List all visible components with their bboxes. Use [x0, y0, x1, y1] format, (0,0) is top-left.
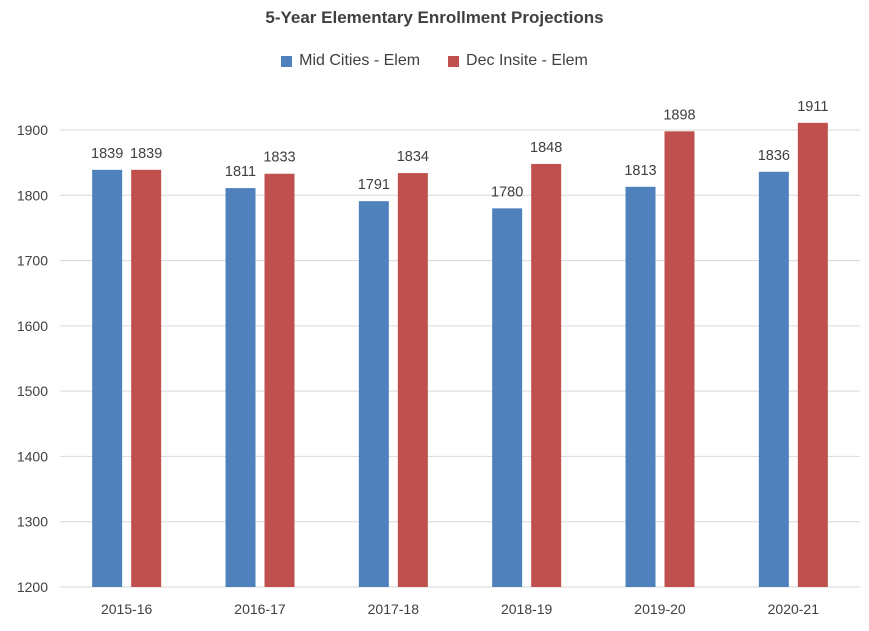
bar-dec-insite [664, 131, 695, 587]
legend-label-mid-cities: Mid Cities - Elem [299, 52, 421, 69]
data-label: 1839 [91, 146, 123, 162]
y-tick-label: 1200 [17, 579, 48, 595]
y-tick-label: 1700 [17, 253, 48, 269]
bar-mid-cities [92, 169, 123, 587]
legend-label-dec-insite: Dec Insite - Elem [466, 52, 588, 69]
bar-mid-cities [225, 188, 256, 587]
x-tick-label: 2015-16 [101, 601, 153, 617]
bar-dec-insite [797, 122, 828, 587]
y-tick-label: 1600 [17, 318, 48, 334]
chart-title: 5-Year Elementary Enrollment Projections [265, 8, 604, 27]
data-label: 1791 [358, 177, 390, 193]
legend-item-mid-cities: Mid Cities - Elem [281, 52, 420, 70]
x-tick-label: 2018-19 [501, 601, 553, 617]
x-tick-label: 2020-21 [768, 601, 820, 617]
data-label: 1833 [263, 150, 295, 166]
y-tick-label: 1400 [17, 448, 48, 464]
y-tick-label: 1500 [17, 383, 48, 399]
legend-swatch-dec-insite [448, 55, 460, 67]
x-tick-label: 2016-17 [234, 601, 286, 617]
bar-mid-cities [758, 171, 789, 588]
legend-swatch-mid-cities [281, 55, 293, 67]
bar-dec-insite [131, 169, 162, 587]
x-tick-label: 2019-20 [634, 601, 686, 617]
data-label: 1834 [397, 149, 429, 165]
bar-dec-insite [397, 173, 428, 588]
data-label: 1848 [530, 140, 562, 156]
y-tick-label: 1900 [17, 122, 48, 138]
x-tick-label: 2017-18 [368, 601, 420, 617]
data-label: 1780 [491, 184, 523, 200]
y-tick-label: 1300 [17, 514, 48, 530]
bar-dec-insite [531, 163, 562, 587]
bar-mid-cities [358, 201, 389, 587]
data-label: 1898 [663, 107, 695, 123]
legend: Mid Cities - Elem Dec Insite - Elem [0, 52, 869, 70]
legend-item-dec-insite: Dec Insite - Elem [448, 52, 588, 70]
data-label: 1911 [797, 99, 828, 115]
bar-mid-cities [625, 186, 656, 587]
data-label: 1813 [624, 163, 656, 179]
data-label: 1836 [758, 148, 790, 164]
y-tick-label: 1800 [17, 187, 48, 203]
data-label: 1839 [130, 146, 162, 162]
bar-mid-cities [492, 208, 523, 588]
data-label: 1811 [225, 164, 256, 180]
bar-dec-insite [264, 173, 295, 587]
